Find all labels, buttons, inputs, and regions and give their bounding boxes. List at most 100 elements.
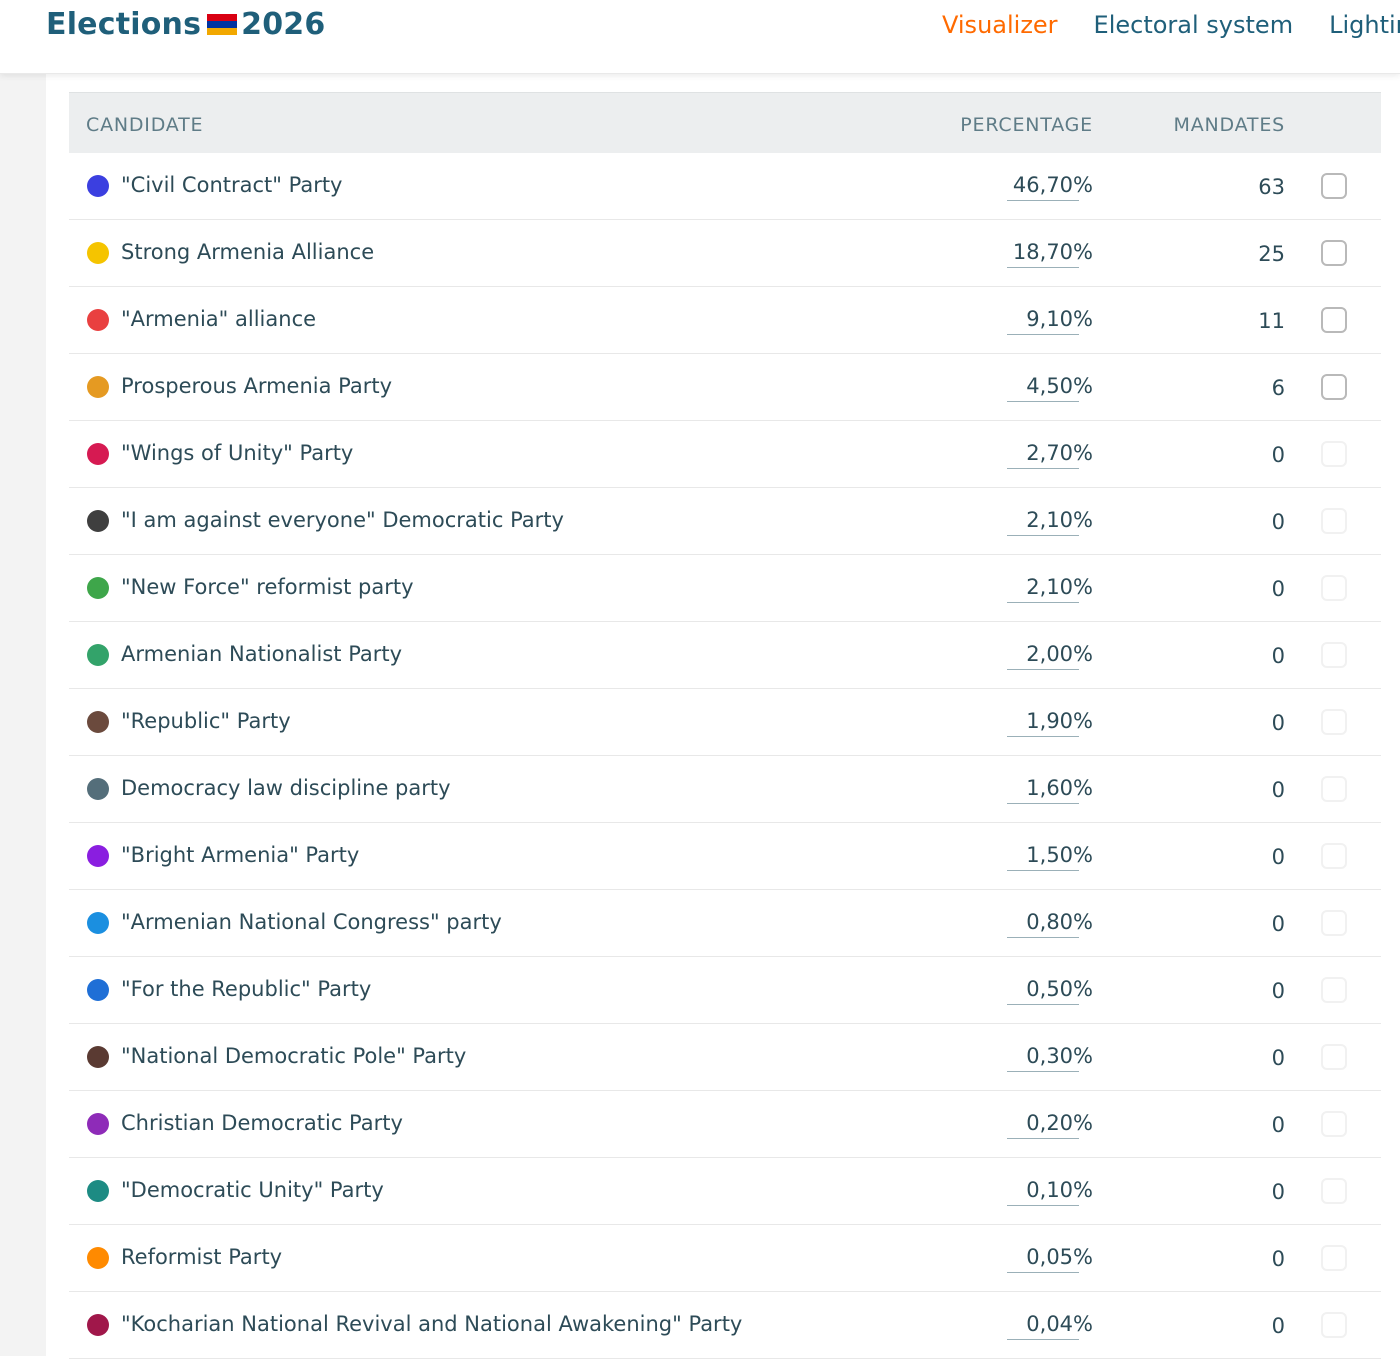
column-header-percentage: PERCENTAGE <box>960 114 1093 136</box>
percentage-underline <box>1007 200 1079 201</box>
site-logo[interactable]: Elections 2026 <box>46 7 325 42</box>
percentage-underline <box>1007 1205 1079 1206</box>
mandates-value: 0 <box>1271 1046 1285 1070</box>
percentage-underline <box>1007 535 1079 536</box>
percentage-underline <box>1007 1138 1079 1139</box>
percentage-value: 2,10% <box>1026 575 1093 599</box>
row-select-checkbox[interactable] <box>1321 1178 1347 1204</box>
percentage-underline <box>1007 1004 1079 1005</box>
results-table: CANDIDATE PERCENTAGE MANDATES "Civil Con… <box>69 92 1381 1359</box>
row-select-checkbox[interactable] <box>1321 173 1347 199</box>
table-row: "Armenian National Congress" party 0,80% 0 <box>69 890 1381 957</box>
mandates-value: 0 <box>1271 711 1285 735</box>
percentage-underline <box>1007 1071 1079 1072</box>
table-row: "Democratic Unity" Party 0,10% 0 <box>69 1158 1381 1225</box>
row-select-checkbox[interactable] <box>1321 642 1347 668</box>
table-row: "New Force" reformist party 2,10% 0 <box>69 555 1381 622</box>
party-color-dot-icon <box>87 242 109 264</box>
candidate-name: Armenian Nationalist Party <box>121 642 403 666</box>
mandates-value: 0 <box>1271 510 1285 534</box>
party-color-dot-icon <box>87 175 109 197</box>
percentage-value: 1,50% <box>1026 843 1093 867</box>
table-row: Reformist Party 0,05% 0 <box>69 1225 1381 1292</box>
party-color-dot-icon <box>87 1180 109 1202</box>
percentage-value: 46,70% <box>1012 173 1093 197</box>
row-select-checkbox[interactable] <box>1321 776 1347 802</box>
party-color-dot-icon <box>87 309 109 331</box>
party-color-dot-icon <box>87 711 109 733</box>
flag-stripe-blue <box>207 21 238 28</box>
row-select-checkbox[interactable] <box>1321 977 1347 1003</box>
table-row: "National Democratic Pole" Party 0,30% 0 <box>69 1024 1381 1091</box>
mandates-value: 63 <box>1258 175 1285 199</box>
percentage-underline <box>1007 870 1079 871</box>
table-row: "Republic" Party 1,90% 0 <box>69 689 1381 756</box>
mandates-value: 25 <box>1258 242 1285 266</box>
percentage-value: 0,04% <box>1026 1312 1093 1336</box>
mandates-value: 0 <box>1271 1247 1285 1271</box>
row-select-checkbox[interactable] <box>1321 1312 1347 1338</box>
table-body: "Civil Contract" Party 46,70% 63 Strong Arm… <box>69 153 1381 1359</box>
row-select-checkbox[interactable] <box>1321 575 1347 601</box>
candidate-name: "Civil Contract" Party <box>121 173 343 197</box>
candidate-name: Prosperous Armenia Party <box>121 374 393 398</box>
party-color-dot-icon <box>87 1046 109 1068</box>
row-select-checkbox[interactable] <box>1321 910 1347 936</box>
nav-link-visualizer[interactable]: Visualizer <box>942 11 1058 39</box>
row-select-checkbox[interactable] <box>1321 843 1347 869</box>
mandates-value: 0 <box>1271 443 1285 467</box>
mandates-value: 6 <box>1271 376 1285 400</box>
nav-link-lighting[interactable]: Lighting <box>1329 11 1400 39</box>
nav-link-electoral-system[interactable]: Electoral system <box>1093 11 1294 39</box>
party-color-dot-icon <box>87 1113 109 1135</box>
mandates-value: 0 <box>1271 1113 1285 1137</box>
row-select-checkbox[interactable] <box>1321 240 1347 266</box>
candidate-name: Christian Democratic Party <box>121 1111 403 1135</box>
table-row: Strong Armenia Alliance 18,70% 25 <box>69 220 1381 287</box>
candidate-name: "I am against everyone" Democratic Party <box>121 508 564 532</box>
row-select-checkbox[interactable] <box>1321 307 1347 333</box>
candidate-name: "Kocharian National Revival and National… <box>121 1312 743 1336</box>
flag-stripe-orange <box>207 28 238 35</box>
row-select-checkbox[interactable] <box>1321 1245 1347 1271</box>
party-color-dot-icon <box>87 778 109 800</box>
percentage-value: 0,80% <box>1026 910 1093 934</box>
table-row: Armenian Nationalist Party 2,00% 0 <box>69 622 1381 689</box>
mandates-value: 0 <box>1271 1314 1285 1338</box>
percentage-value: 9,10% <box>1026 307 1093 331</box>
candidate-name: Reformist Party <box>121 1245 283 1269</box>
row-select-checkbox[interactable] <box>1321 1044 1347 1070</box>
main-nav: Visualizer Electoral system Lighting <box>942 11 1400 39</box>
row-select-checkbox[interactable] <box>1321 709 1347 735</box>
candidate-name: Democracy law discipline party <box>121 776 451 800</box>
party-color-dot-icon <box>87 1314 109 1336</box>
percentage-underline <box>1007 736 1079 737</box>
row-select-checkbox[interactable] <box>1321 374 1347 400</box>
table-row: "Kocharian National Revival and National… <box>69 1292 1381 1359</box>
row-select-checkbox[interactable] <box>1321 508 1347 534</box>
mandates-value: 11 <box>1258 309 1285 333</box>
row-select-checkbox[interactable] <box>1321 441 1347 467</box>
percentage-value: 4,50% <box>1026 374 1093 398</box>
column-header-candidate: CANDIDATE <box>86 114 204 136</box>
percentage-value: 2,10% <box>1026 508 1093 532</box>
percentage-value: 2,70% <box>1026 441 1093 465</box>
column-header-mandates: MANDATES <box>1173 114 1285 136</box>
party-color-dot-icon <box>87 979 109 1001</box>
content-area <box>46 74 1400 1356</box>
percentage-value: 1,60% <box>1026 776 1093 800</box>
party-color-dot-icon <box>87 845 109 867</box>
mandates-value: 0 <box>1271 577 1285 601</box>
percentage-underline <box>1007 602 1079 603</box>
percentage-underline <box>1007 401 1079 402</box>
percentage-underline <box>1007 1339 1079 1340</box>
flag-stripe-red <box>207 14 238 21</box>
percentage-underline <box>1007 1272 1079 1273</box>
percentage-value: 0,10% <box>1026 1178 1093 1202</box>
percentage-value: 0,50% <box>1026 977 1093 1001</box>
party-color-dot-icon <box>87 912 109 934</box>
percentage-value: 0,30% <box>1026 1044 1093 1068</box>
table-row: "Wings of Unity" Party 2,70% 0 <box>69 421 1381 488</box>
row-select-checkbox[interactable] <box>1321 1111 1347 1137</box>
candidate-name: "Wings of Unity" Party <box>121 441 354 465</box>
